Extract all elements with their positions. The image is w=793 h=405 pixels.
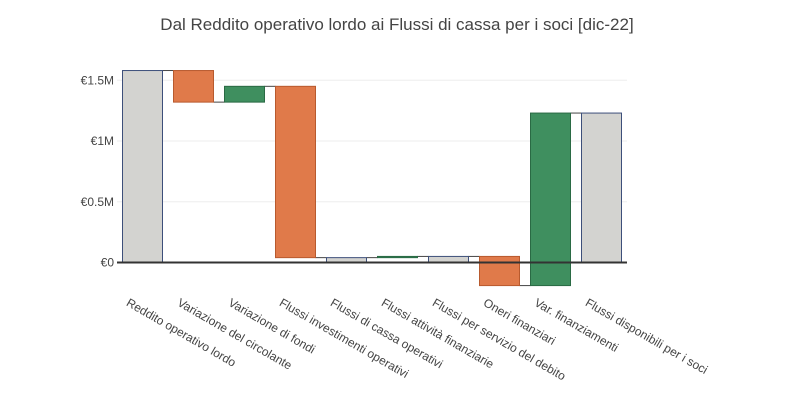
waterfall-bar bbox=[530, 112, 571, 287]
y-tick-label: €0.5M bbox=[81, 195, 114, 209]
waterfall-bar bbox=[122, 70, 163, 263]
bar-layer bbox=[122, 70, 622, 287]
waterfall-bar bbox=[377, 255, 418, 259]
waterfall-bar bbox=[173, 70, 214, 103]
chart-title: Dal Reddito operativo lordo ai Flussi di… bbox=[160, 15, 633, 34]
waterfall-bar bbox=[275, 85, 316, 259]
y-tick-label: €0 bbox=[101, 256, 115, 270]
x-tick-label: Var. finanziamenti bbox=[532, 295, 621, 354]
waterfall-bar bbox=[224, 85, 265, 103]
y-tick-label: €1.5M bbox=[81, 73, 114, 87]
y-tick-label: €1M bbox=[91, 134, 114, 148]
connector-layer bbox=[162, 70, 582, 287]
y-axis: €0 €0.5M €1M €1.5M bbox=[81, 73, 115, 269]
waterfall-bar bbox=[479, 255, 520, 287]
waterfall-bar bbox=[581, 112, 622, 264]
